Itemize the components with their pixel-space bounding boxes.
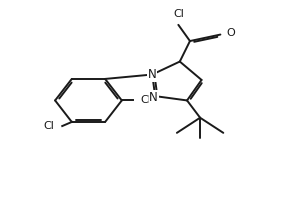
Text: Cl: Cl (141, 95, 151, 105)
Text: N: N (148, 68, 157, 81)
Text: N: N (149, 91, 158, 104)
Text: O: O (227, 29, 235, 38)
Text: Cl: Cl (173, 9, 184, 19)
Text: Cl: Cl (44, 121, 55, 131)
